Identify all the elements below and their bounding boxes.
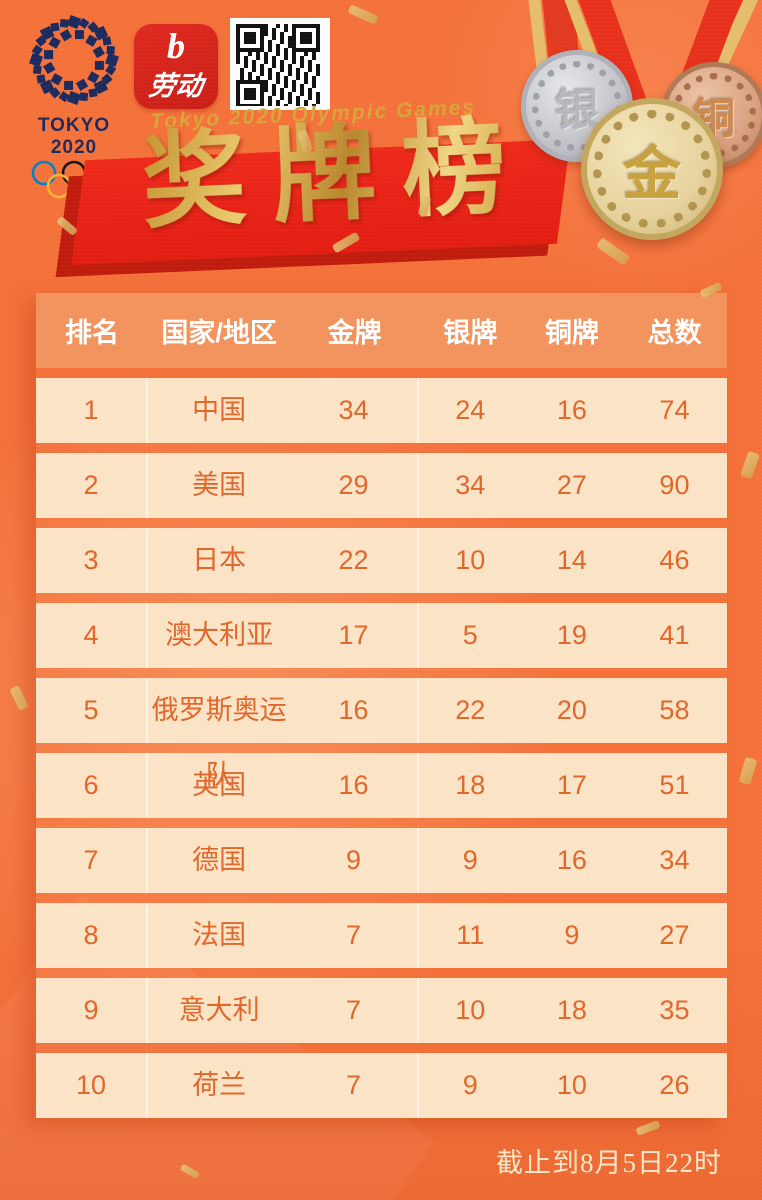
- cell-bronze: 16: [556, 845, 587, 875]
- cell-bronze: 16: [556, 395, 587, 425]
- cell-country: 日本: [192, 545, 247, 575]
- cell-silver: 34: [455, 470, 486, 500]
- cell-gold: 16: [290, 678, 419, 743]
- cell-rank: 6: [36, 753, 148, 818]
- cell-gold: 17: [290, 603, 419, 668]
- cell-silver: 18: [455, 770, 486, 800]
- laodong-app-logo: b 劳动: [134, 24, 218, 109]
- cell-total: 27: [659, 920, 690, 950]
- confetti: [739, 450, 761, 480]
- cell-gold: 22: [290, 528, 419, 593]
- column-header: 银牌: [443, 318, 498, 348]
- cell-rank: 3: [36, 528, 148, 593]
- cell-total: 90: [659, 470, 690, 500]
- table-row: 9 意大利 7 10 18 35: [36, 978, 727, 1043]
- column-header: 总数: [647, 318, 702, 348]
- cell-gold: 29: [290, 453, 419, 518]
- gold-wreath-icon: [593, 110, 711, 228]
- column-header: 排名: [64, 318, 119, 348]
- table-row: 2 美国 29 34 27 90: [36, 453, 727, 518]
- cell-bronze: 9: [564, 920, 580, 950]
- cell-total: 35: [659, 995, 690, 1025]
- checkered-emblem-icon: [28, 14, 120, 106]
- cell-silver: 24: [455, 395, 486, 425]
- qr-code: [230, 18, 330, 110]
- table-row: 10 荷兰 7 9 10 26: [36, 1053, 727, 1118]
- gold-medal: 金: [581, 98, 723, 240]
- medal-table: 排名 国家/地区 金牌 银牌 铜牌 总数 1 中国 34 24 16 74 2 美国 29 34 27 90 3 日…: [36, 293, 727, 1118]
- qr-code-icon: [236, 24, 320, 106]
- table-row: 3 日本 22 10 14 46: [36, 528, 727, 593]
- column-header: 金牌: [327, 318, 382, 348]
- cell-total: 74: [659, 395, 690, 425]
- cell-country: 中国: [192, 395, 247, 425]
- laodong-logo-mark: b: [167, 25, 185, 66]
- cell-rank: 9: [36, 978, 148, 1043]
- cell-total: 51: [659, 770, 690, 800]
- cell-bronze: 10: [556, 1070, 587, 1100]
- cell-silver: 22: [455, 695, 486, 725]
- cell-rank: 7: [36, 828, 148, 893]
- cell-country: 法国: [192, 920, 247, 950]
- table-row: 5 俄罗斯奥运队 16 22 20 58: [36, 678, 727, 790]
- table-row: 8 法国 7 11 9 27: [36, 903, 727, 968]
- cell-gold: 7: [290, 1053, 419, 1118]
- deadline-note: 截止到8月5日22时: [496, 1148, 722, 1178]
- table-row: 1 中国 34 24 16 74: [36, 378, 727, 443]
- cell-country: 英国: [192, 770, 247, 800]
- cell-country: 俄罗斯奥运队: [151, 695, 287, 790]
- cell-silver: 9: [462, 1070, 478, 1100]
- cell-gold: 7: [290, 978, 419, 1043]
- table-row: 4 澳大利亚 17 5 19 41: [36, 603, 727, 668]
- medal-table-header: 排名 国家/地区 金牌 银牌 铜牌 总数: [36, 293, 727, 368]
- cell-rank: 8: [36, 903, 148, 968]
- medal-table-body: 1 中国 34 24 16 74 2 美国 29 34 27 90 3 日本 22 10 14 46 4 澳大利亚 17…: [36, 378, 727, 1118]
- cell-country: 德国: [192, 845, 247, 875]
- table-row: 7 德国 9 9 16 34: [36, 828, 727, 893]
- column-header: 国家/地区: [161, 318, 277, 348]
- cell-rank: 10: [36, 1053, 148, 1118]
- cell-gold: 34: [290, 378, 419, 443]
- gold-medal-character: 金: [622, 142, 681, 207]
- tokyo2020-emblem: TOKYO 2020: [16, 12, 132, 208]
- cell-gold: 7: [290, 903, 419, 968]
- silver-medal-character: 银: [555, 86, 599, 135]
- cell-bronze: 27: [556, 470, 587, 500]
- cell-total: 58: [659, 695, 690, 725]
- cell-total: 46: [659, 545, 690, 575]
- cell-country: 澳大利亚: [165, 620, 274, 650]
- tokyo2020-wordmark: TOKYO 2020: [37, 115, 111, 158]
- cell-total: 41: [659, 620, 690, 650]
- cell-total: 34: [659, 845, 690, 875]
- cell-bronze: 14: [556, 545, 587, 575]
- cell-silver: 10: [455, 545, 486, 575]
- cell-gold: 9: [290, 828, 419, 893]
- cell-country: 荷兰: [192, 1070, 247, 1100]
- cell-bronze: 18: [556, 995, 587, 1025]
- cell-country: 美国: [192, 470, 247, 500]
- cell-rank: 4: [36, 603, 148, 668]
- confetti: [738, 756, 758, 786]
- cell-total: 26: [659, 1070, 690, 1100]
- cell-silver: 10: [455, 995, 486, 1025]
- cell-bronze: 19: [556, 620, 587, 650]
- cell-gold: 16: [290, 753, 419, 818]
- cell-rank: 2: [36, 453, 148, 518]
- cell-country: 意大利: [178, 995, 260, 1025]
- table-row: 6 英国 16 18 17 51: [36, 753, 727, 818]
- column-header: 铜牌: [544, 318, 599, 348]
- cell-bronze: 20: [556, 695, 587, 725]
- cell-rank: 1: [36, 378, 148, 443]
- cell-bronze: 17: [556, 770, 587, 800]
- cell-rank: 5: [36, 678, 148, 743]
- cell-silver: 5: [462, 620, 478, 650]
- cell-silver: 11: [456, 920, 485, 950]
- cell-silver: 9: [462, 845, 478, 875]
